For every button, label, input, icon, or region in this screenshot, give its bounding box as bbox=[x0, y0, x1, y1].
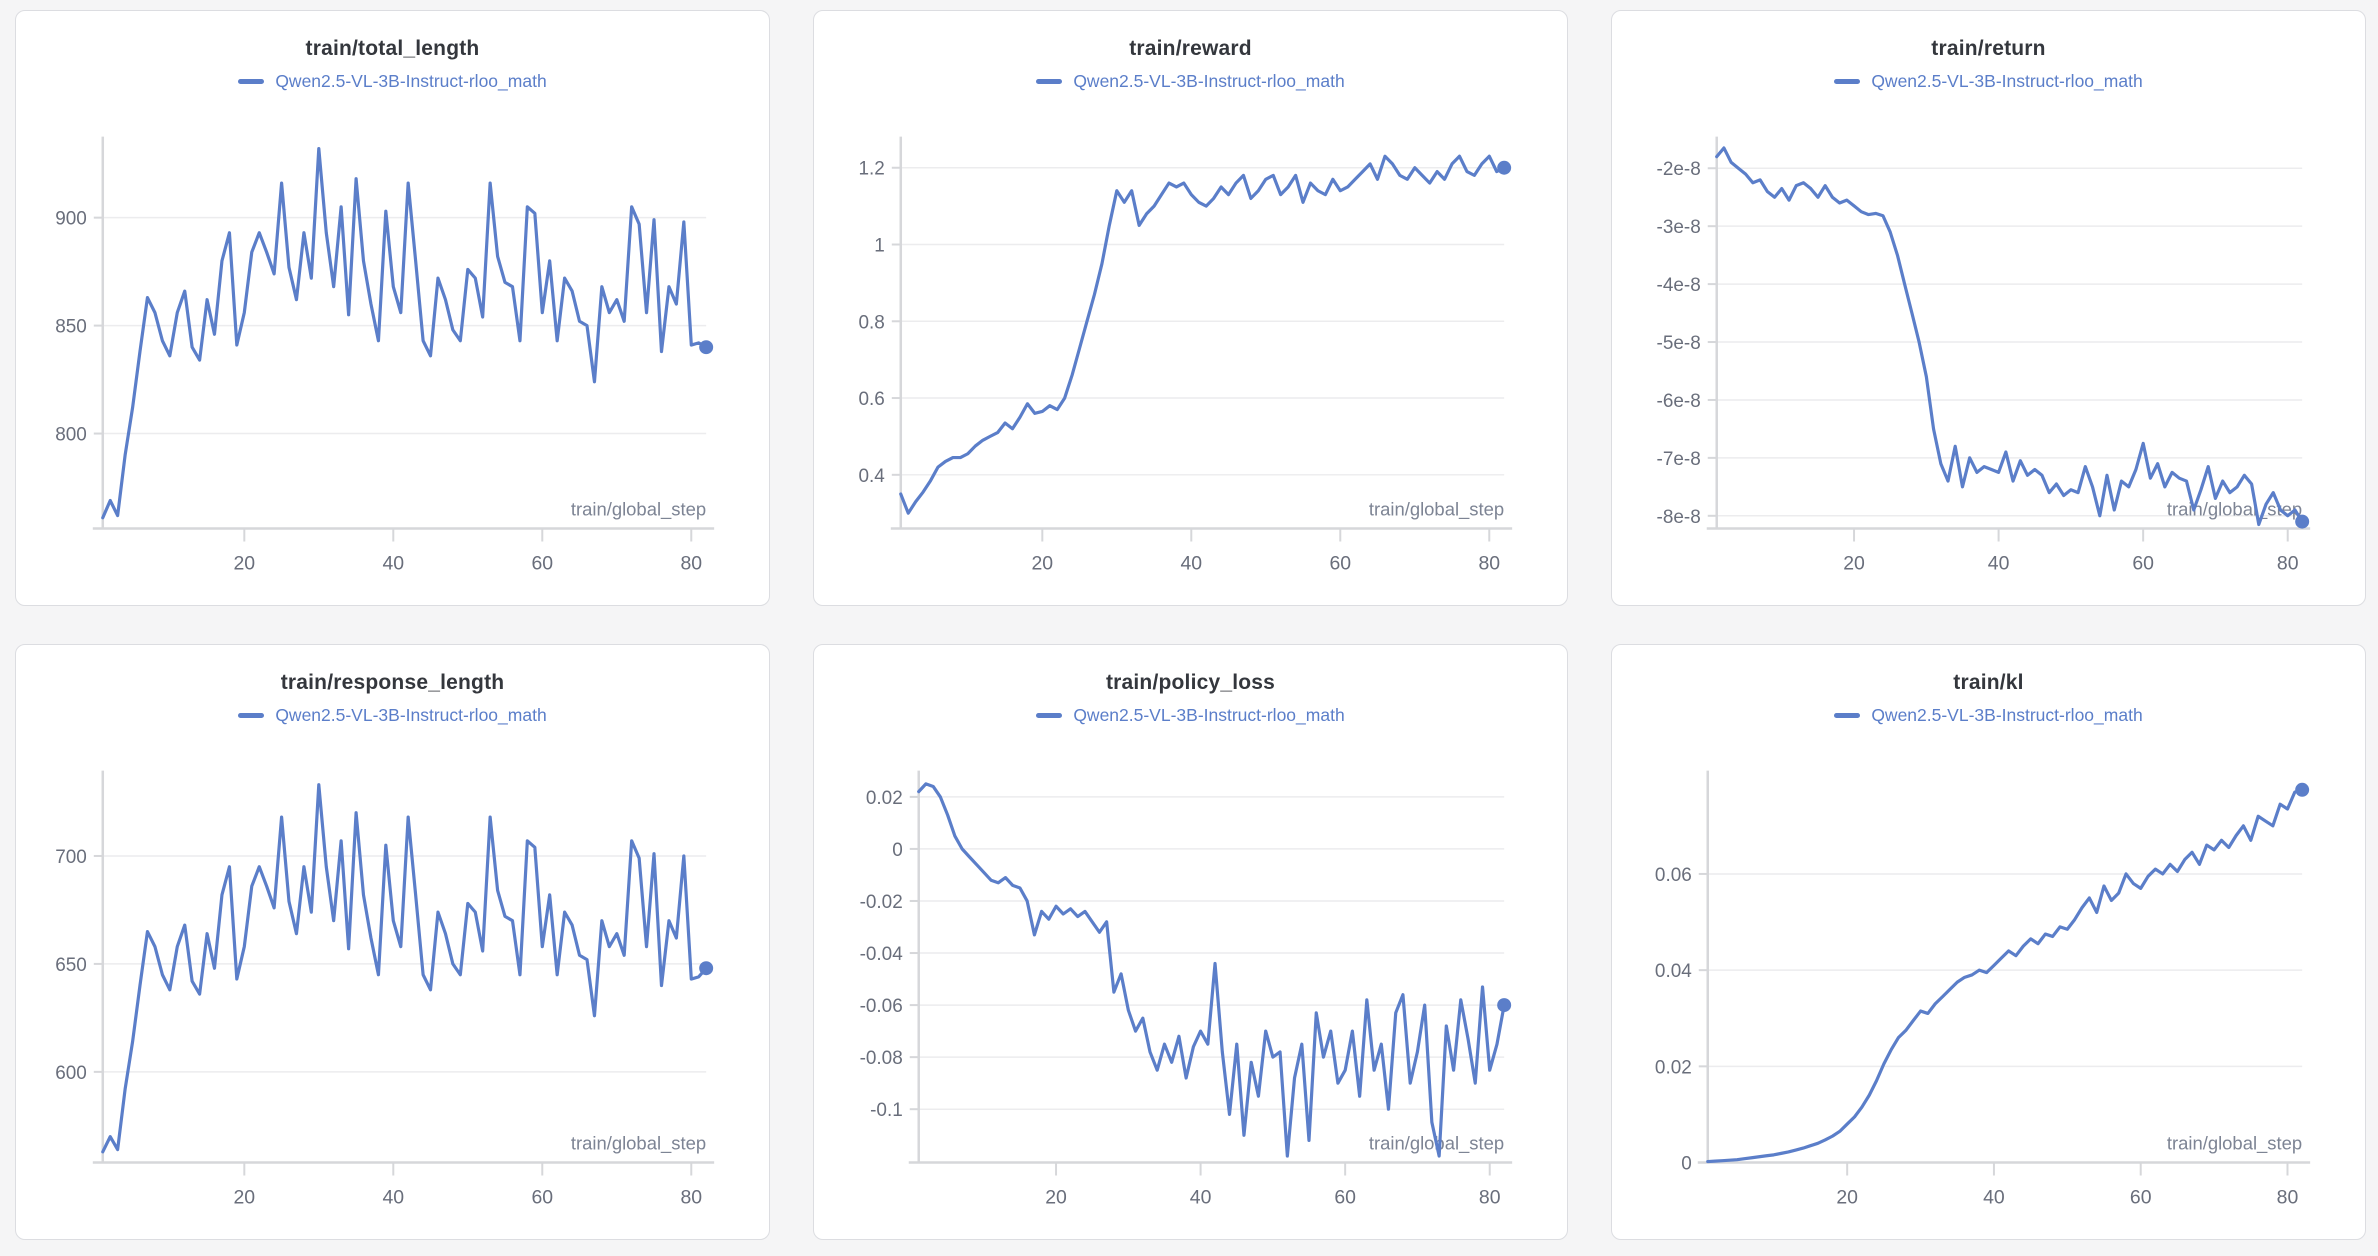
svg-text:0.8: 0.8 bbox=[858, 312, 884, 333]
svg-text:850: 850 bbox=[55, 317, 87, 338]
svg-text:20: 20 bbox=[233, 552, 255, 574]
svg-text:train/global_step: train/global_step bbox=[2167, 1133, 2302, 1155]
legend-run-name: Qwen2.5-VL-3B-Instruct-rloo_math bbox=[275, 70, 547, 91]
svg-text:40: 40 bbox=[1180, 552, 1202, 574]
svg-text:0.06: 0.06 bbox=[1655, 865, 1692, 886]
svg-text:600: 600 bbox=[55, 1063, 87, 1084]
svg-text:train/global_step: train/global_step bbox=[2167, 499, 2302, 521]
svg-text:60: 60 bbox=[2132, 552, 2154, 574]
svg-text:20: 20 bbox=[1045, 1186, 1067, 1208]
svg-text:900: 900 bbox=[55, 209, 87, 230]
svg-text:-2e-8: -2e-8 bbox=[1657, 159, 1701, 180]
svg-text:-5e-8: -5e-8 bbox=[1657, 333, 1701, 354]
svg-text:80: 80 bbox=[680, 1186, 702, 1208]
chart-card-reward: train/reward Qwen2.5-VL-3B-Instruct-rloo… bbox=[813, 10, 1568, 606]
legend-line-icon bbox=[1834, 78, 1861, 84]
chart-title: train/total_length bbox=[305, 37, 480, 60]
legend-line-icon bbox=[1834, 712, 1861, 718]
svg-text:1: 1 bbox=[874, 235, 885, 256]
svg-text:-7e-8: -7e-8 bbox=[1657, 449, 1701, 470]
chart-card-policy-loss: train/policy_loss Qwen2.5-VL-3B-Instruct… bbox=[813, 644, 1568, 1240]
svg-text:40: 40 bbox=[1983, 1186, 2005, 1208]
svg-text:train/global_step: train/global_step bbox=[571, 499, 706, 521]
svg-text:60: 60 bbox=[531, 552, 553, 574]
line-chart-total-length[interactable]: 800 850 900 20 40 60 80 train/global_step bbox=[16, 116, 769, 602]
svg-text:-0.08: -0.08 bbox=[860, 1048, 903, 1069]
svg-text:40: 40 bbox=[1190, 1186, 1212, 1208]
legend-run-name: Qwen2.5-VL-3B-Instruct-rloo_math bbox=[1871, 704, 2143, 725]
chart-title: train/return bbox=[1931, 37, 2046, 60]
chart-card-return: train/return Qwen2.5-VL-3B-Instruct-rloo… bbox=[1611, 10, 2366, 606]
legend-run-name: Qwen2.5-VL-3B-Instruct-rloo_math bbox=[1073, 70, 1345, 91]
legend-run-name: Qwen2.5-VL-3B-Instruct-rloo_math bbox=[275, 704, 547, 725]
legend-line-icon bbox=[1036, 712, 1063, 718]
chart-legend[interactable]: Qwen2.5-VL-3B-Instruct-rloo_math bbox=[16, 70, 769, 92]
line-chart-reward[interactable]: 0.4 0.6 0.8 1 1.2 20 40 60 80 train/global_step bbox=[814, 116, 1567, 602]
legend-line-icon bbox=[1036, 78, 1063, 84]
svg-text:40: 40 bbox=[382, 552, 404, 574]
chart-legend[interactable]: Qwen2.5-VL-3B-Instruct-rloo_math bbox=[1612, 704, 2365, 726]
svg-text:80: 80 bbox=[1478, 552, 1500, 574]
svg-text:60: 60 bbox=[1329, 552, 1351, 574]
chart-legend[interactable]: Qwen2.5-VL-3B-Instruct-rloo_math bbox=[814, 704, 1567, 726]
chart-card-response-length: train/response_length Qwen2.5-VL-3B-Inst… bbox=[15, 644, 770, 1240]
chart-legend[interactable]: Qwen2.5-VL-3B-Instruct-rloo_math bbox=[16, 704, 769, 726]
svg-text:700: 700 bbox=[55, 847, 87, 868]
svg-text:40: 40 bbox=[1988, 552, 2010, 574]
svg-text:0.04: 0.04 bbox=[1655, 961, 1692, 982]
svg-text:800: 800 bbox=[55, 425, 87, 446]
chart-title: train/policy_loss bbox=[1105, 671, 1276, 694]
svg-text:-0.1: -0.1 bbox=[870, 1100, 903, 1121]
legend-run-name: Qwen2.5-VL-3B-Instruct-rloo_math bbox=[1871, 70, 2143, 91]
svg-text:60: 60 bbox=[531, 1186, 553, 1208]
chart-legend[interactable]: Qwen2.5-VL-3B-Instruct-rloo_math bbox=[1612, 70, 2365, 92]
svg-text:80: 80 bbox=[2277, 1186, 2299, 1208]
svg-text:-0.06: -0.06 bbox=[860, 996, 903, 1017]
svg-text:20: 20 bbox=[1843, 552, 1865, 574]
svg-text:1.2: 1.2 bbox=[858, 159, 884, 180]
svg-text:60: 60 bbox=[2130, 1186, 2152, 1208]
svg-text:20: 20 bbox=[1031, 552, 1053, 574]
svg-text:80: 80 bbox=[2277, 552, 2299, 574]
legend-line-icon bbox=[238, 78, 265, 84]
svg-text:0: 0 bbox=[1681, 1154, 1692, 1175]
chart-title: train/response_length bbox=[280, 671, 505, 694]
line-chart-return[interactable]: -8e-8 -7e-8 -6e-8 -5e-8 -4e-8 -3e-8 -2e-8 20 40 6… bbox=[1612, 116, 2365, 602]
chart-card-kl: train/kl Qwen2.5-VL-3B-Instruct-rloo_mat… bbox=[1611, 644, 2366, 1240]
svg-text:20: 20 bbox=[1836, 1186, 1858, 1208]
svg-text:-4e-8: -4e-8 bbox=[1657, 275, 1701, 296]
svg-text:train/global_step: train/global_step bbox=[571, 1133, 706, 1155]
svg-text:0.02: 0.02 bbox=[1655, 1057, 1692, 1078]
svg-text:0.4: 0.4 bbox=[858, 466, 884, 487]
svg-text:-0.04: -0.04 bbox=[860, 944, 903, 965]
chart-title: train/reward bbox=[1129, 37, 1252, 60]
svg-text:60: 60 bbox=[1334, 1186, 1356, 1208]
svg-text:0: 0 bbox=[892, 840, 903, 861]
svg-text:0.6: 0.6 bbox=[858, 389, 884, 410]
svg-text:80: 80 bbox=[1479, 1186, 1501, 1208]
svg-text:650: 650 bbox=[55, 955, 87, 976]
legend-line-icon bbox=[238, 712, 265, 718]
svg-text:80: 80 bbox=[680, 552, 702, 574]
svg-text:-8e-8: -8e-8 bbox=[1657, 507, 1701, 528]
chart-title: train/kl bbox=[1953, 671, 2024, 694]
svg-text:-3e-8: -3e-8 bbox=[1657, 217, 1701, 238]
svg-text:40: 40 bbox=[382, 1186, 404, 1208]
line-chart-response-length[interactable]: 600 650 700 20 40 60 80 train/global_step bbox=[16, 750, 769, 1236]
svg-text:-0.02: -0.02 bbox=[860, 892, 903, 913]
line-chart-kl[interactable]: 0 0.02 0.04 0.06 20 40 60 80 train/global_step bbox=[1612, 750, 2365, 1236]
chart-legend[interactable]: Qwen2.5-VL-3B-Instruct-rloo_math bbox=[814, 70, 1567, 92]
svg-text:20: 20 bbox=[233, 1186, 255, 1208]
svg-text:train/global_step: train/global_step bbox=[1369, 499, 1504, 521]
svg-text:-6e-8: -6e-8 bbox=[1657, 391, 1701, 412]
svg-text:0.02: 0.02 bbox=[866, 788, 903, 809]
chart-card-total-length: train/total_length Qwen2.5-VL-3B-Instruc… bbox=[15, 10, 770, 606]
legend-run-name: Qwen2.5-VL-3B-Instruct-rloo_math bbox=[1073, 704, 1345, 725]
